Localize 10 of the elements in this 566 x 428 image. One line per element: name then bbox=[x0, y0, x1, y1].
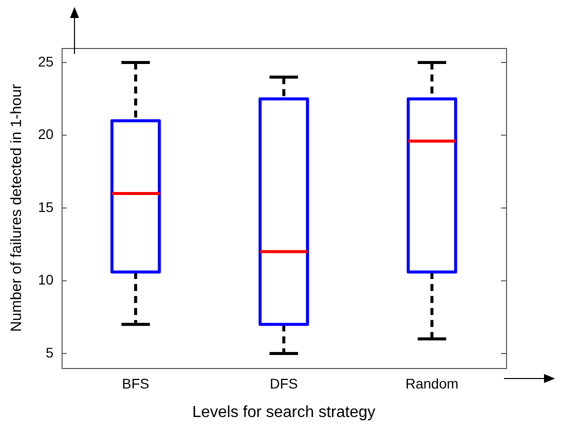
x-tick-label: BFS bbox=[122, 375, 150, 392]
x-axis-title: Levels for search strategy bbox=[192, 404, 376, 421]
x-tick-label: Random bbox=[405, 375, 458, 392]
y-tick-label: 5 bbox=[46, 344, 54, 360]
y-tick-label: 25 bbox=[38, 53, 54, 70]
y-axis-title: Number of failures detected in 1-hour bbox=[8, 84, 26, 332]
y-tick-label: 10 bbox=[38, 272, 54, 288]
x-tick-label: DFS bbox=[270, 375, 298, 392]
y-tick-label: 15 bbox=[38, 198, 54, 215]
y-tick-label: 20 bbox=[38, 126, 54, 142]
